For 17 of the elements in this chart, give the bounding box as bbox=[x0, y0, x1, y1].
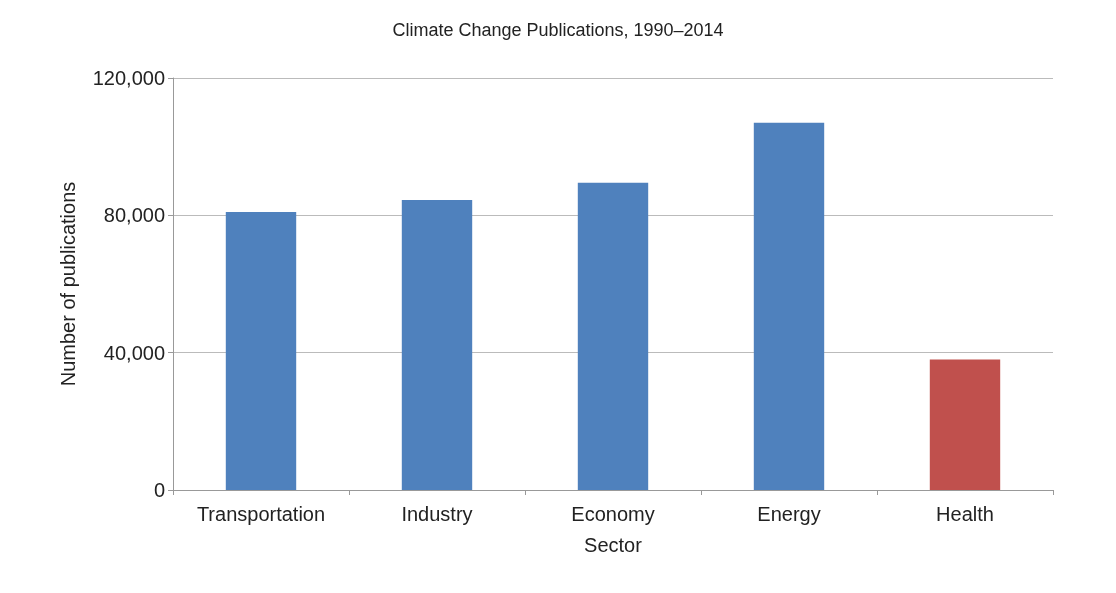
bar bbox=[225, 211, 297, 490]
bar bbox=[577, 182, 649, 490]
x-tick-label: Health bbox=[936, 503, 994, 525]
x-tick-label: Economy bbox=[571, 503, 655, 525]
chart-title: Climate Change Publications, 1990–2014 bbox=[392, 20, 724, 40]
x-tick-label: Transportation bbox=[196, 503, 326, 525]
bar bbox=[929, 359, 1001, 490]
y-tick-label: 120,000 bbox=[92, 67, 165, 89]
y-tick-label: 80,000 bbox=[103, 204, 165, 227]
x-tick-label: Energy bbox=[757, 503, 821, 525]
y-tick-label: 0 bbox=[153, 479, 165, 501]
x-axis-title: Sector bbox=[584, 534, 643, 556]
x-tick-label: Industry bbox=[401, 503, 473, 525]
y-tick-label: 40,000 bbox=[103, 341, 165, 364]
bar bbox=[753, 122, 825, 490]
y-axis-title: Number of publications bbox=[57, 181, 79, 387]
bar bbox=[401, 199, 473, 490]
